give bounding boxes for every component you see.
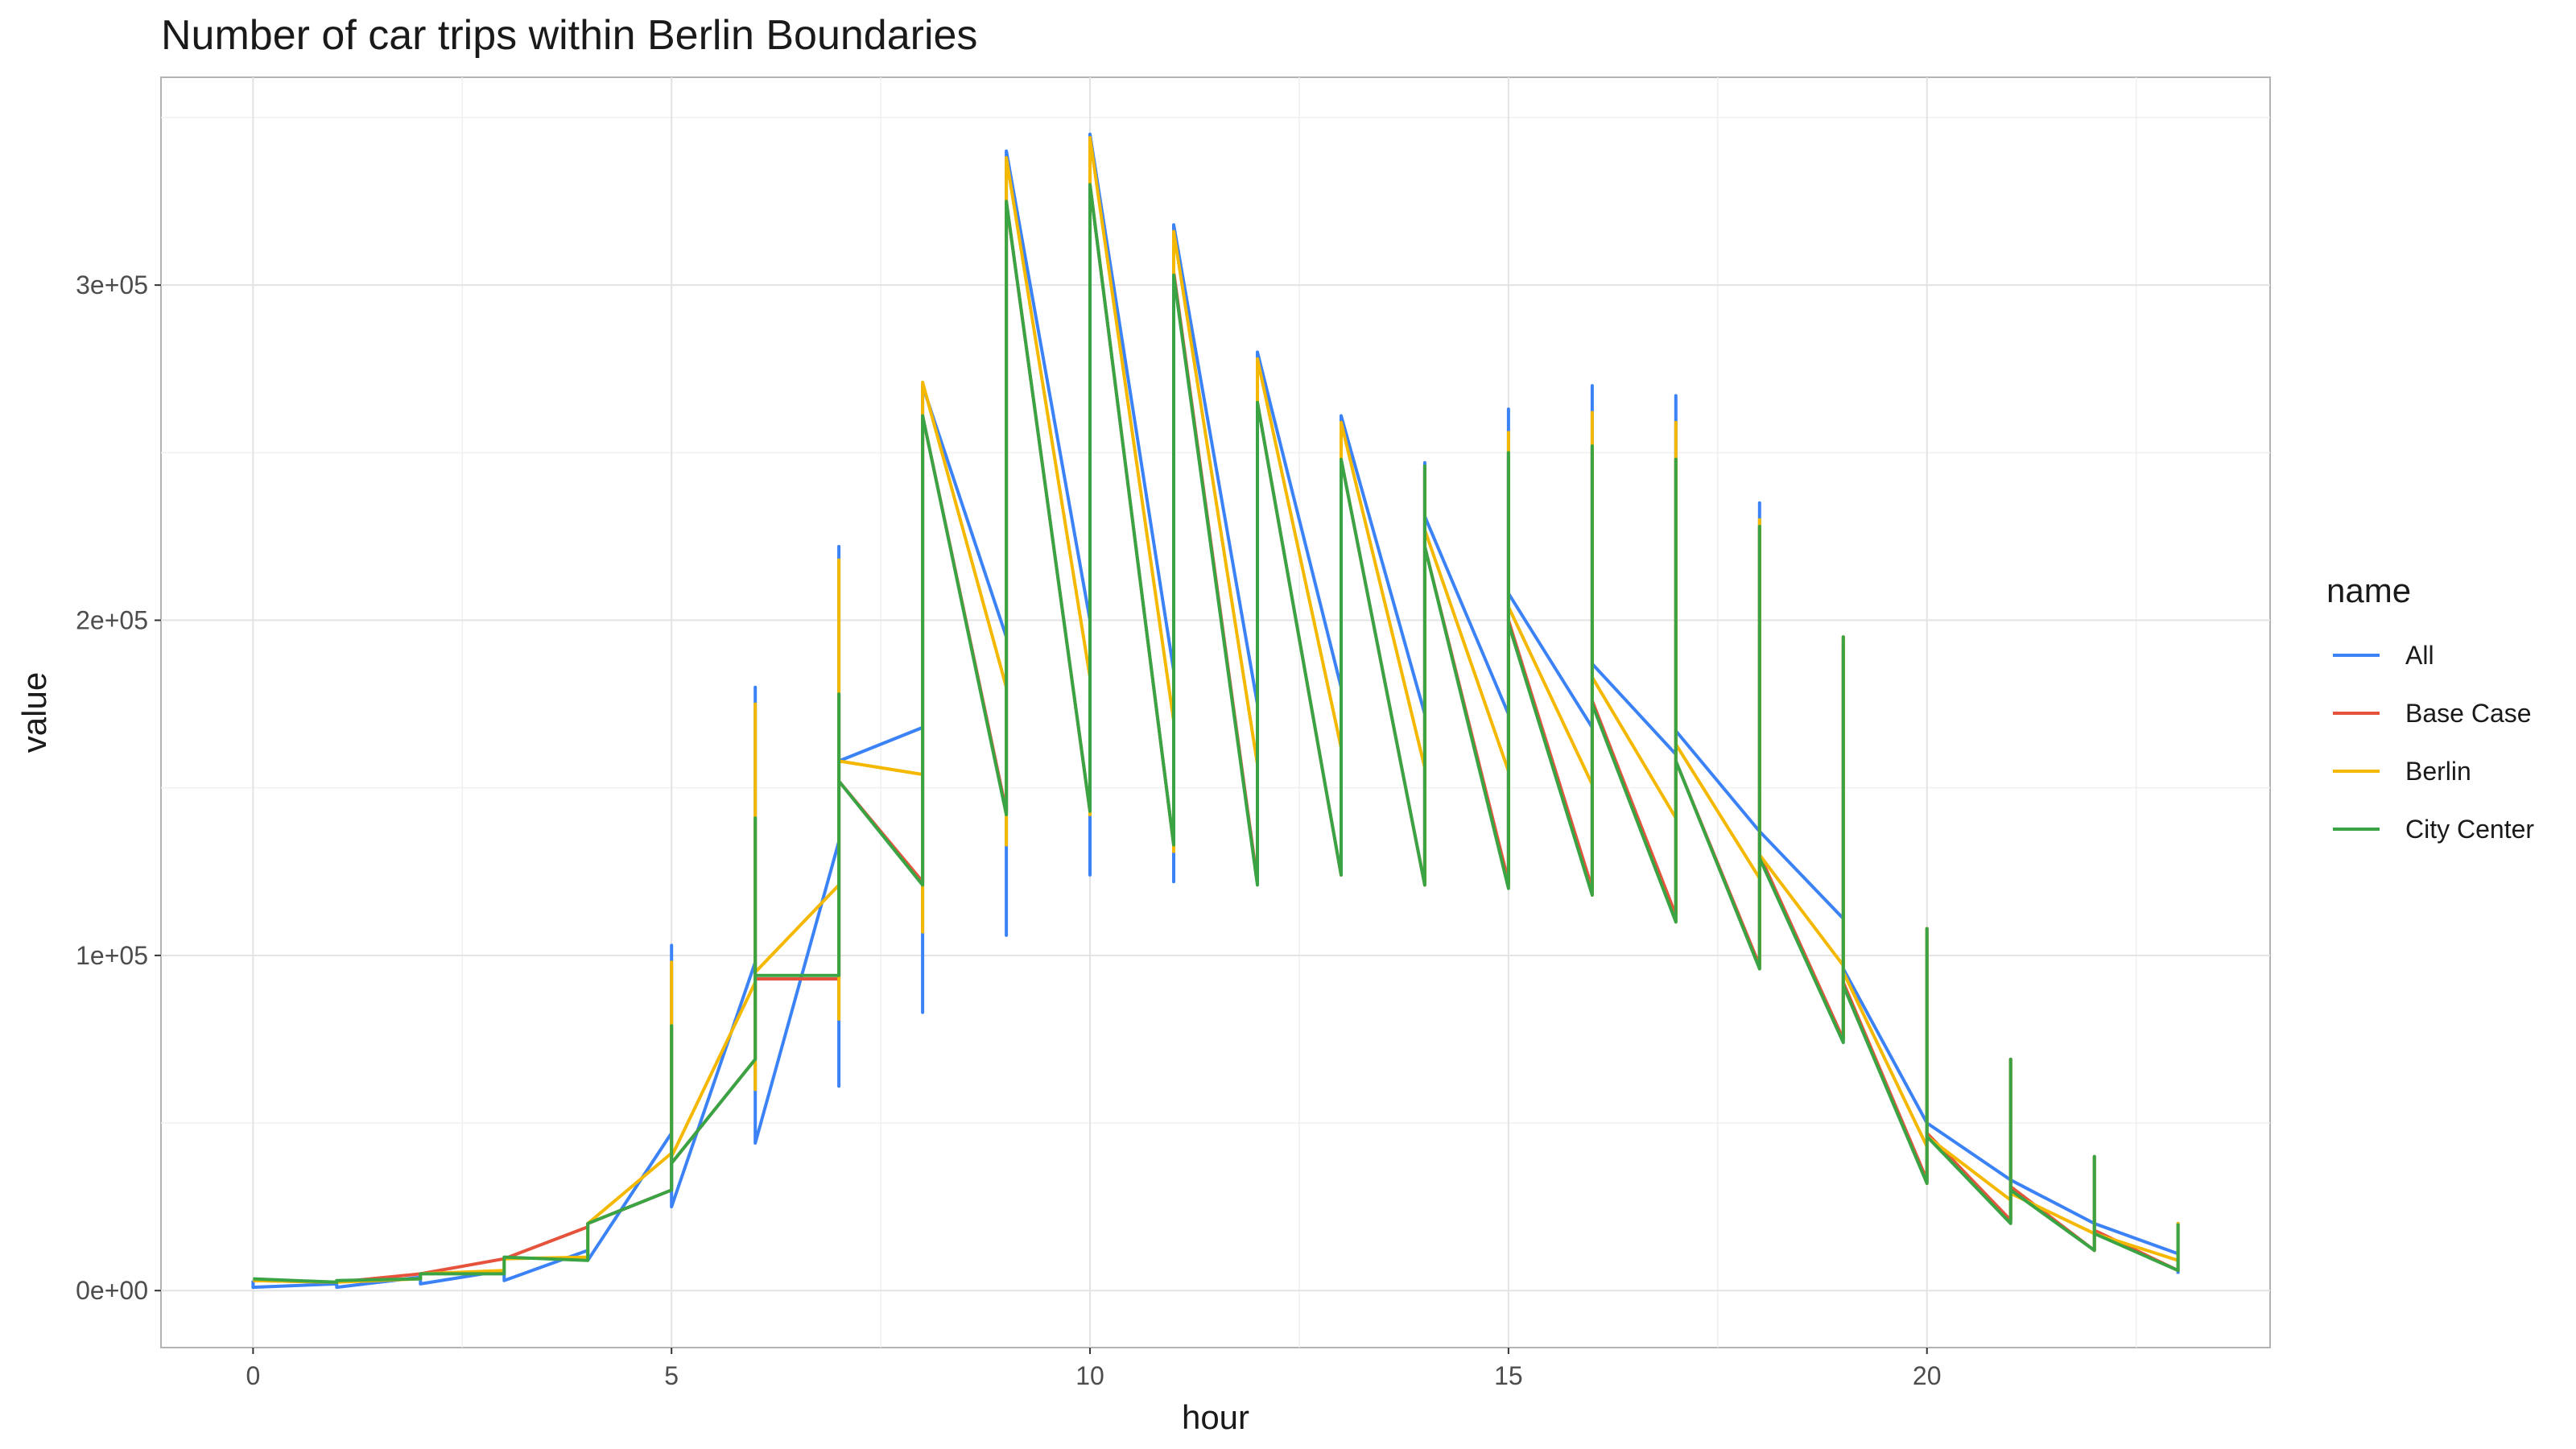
y-tick-label: 1e+05 xyxy=(76,941,148,970)
x-tick-label: 20 xyxy=(1913,1361,1942,1390)
legend-items: All Base Case Berlin City Center xyxy=(2333,641,2534,844)
x-tick-label: 5 xyxy=(664,1361,679,1390)
chart-title: Number of car trips within Berlin Bounda… xyxy=(161,12,978,59)
y-axis-ticks: 0e+00 1e+05 2e+05 3e+05 xyxy=(76,270,161,1305)
legend-label-berlin: Berlin xyxy=(2405,757,2471,786)
series-line-city-center xyxy=(253,183,2180,1284)
x-axis-ticks: 0 5 10 15 20 xyxy=(246,1348,1942,1390)
y-tick-label: 2e+05 xyxy=(76,606,148,635)
y-tick-label: 3e+05 xyxy=(76,270,148,299)
y-axis-title: value xyxy=(15,672,53,753)
x-tick-label: 15 xyxy=(1494,1361,1523,1390)
legend: name All Base Case Berlin City Center xyxy=(2326,572,2534,844)
x-tick-label: 10 xyxy=(1075,1361,1104,1390)
plot-panel xyxy=(160,76,2271,1348)
y-tick-label: 0e+00 xyxy=(76,1276,148,1305)
legend-label-all: All xyxy=(2405,641,2434,670)
legend-label-base-case: Base Case xyxy=(2405,699,2532,728)
legend-title: name xyxy=(2326,572,2411,609)
x-axis-title: hour xyxy=(1182,1398,1249,1436)
series-layer xyxy=(251,132,2180,1290)
grid-lines xyxy=(161,77,2270,1348)
x-tick-label: 0 xyxy=(246,1361,260,1390)
legend-label-city-center: City Center xyxy=(2405,815,2534,844)
